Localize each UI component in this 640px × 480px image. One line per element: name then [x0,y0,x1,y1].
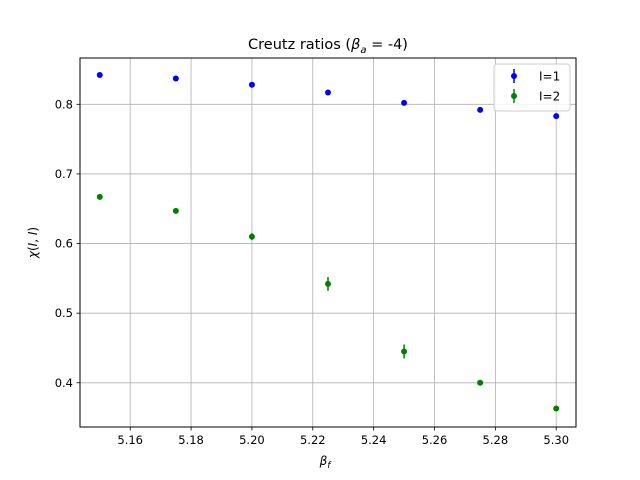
y-tick-label: 0.6 [55,237,73,251]
data-point-series-1 [172,75,179,82]
legend-label-series-2: I=2 [539,90,560,104]
data-point-series-1 [96,72,103,79]
x-tick-label: 5.26 [422,433,448,447]
x-tick-label: 5.20 [239,433,265,447]
y-tick-label: 0.7 [55,167,73,181]
chart-title: Creutz ratios (βa = -4) [248,37,408,56]
data-point-series-1 [477,106,484,113]
y-axis-label: χ(I, I) [26,227,40,259]
legend-marker-series-1 [511,73,517,79]
data-point-series-2 [553,405,560,412]
x-tick-label: 5.22 [300,433,326,447]
x-axis-label: βf [319,454,333,471]
data-point-series-2 [172,207,179,214]
data-point-series-1 [325,89,331,96]
data-point-series-2 [477,379,484,386]
legend: I=1I=2 [493,63,571,112]
data-point-series-2 [401,348,408,355]
data-point-series-1 [248,81,255,88]
data-point-series-2 [248,233,255,240]
axis-ticks: 5.16 5.18 5.20 5.22 5.24 5.26 5.28 5.30 0.4 0.5 0.… [55,97,569,447]
y-tick-label: 0.4 [55,376,73,390]
x-tick-label: 5.30 [543,433,569,447]
x-tick-label: 5.24 [361,433,387,447]
data-point-series-1 [553,113,560,120]
legend-label-series-1: I=1 [539,70,560,84]
plot-frame [79,57,577,428]
x-tick-label: 5.28 [483,433,509,447]
y-tick-label: 0.8 [55,97,73,111]
y-tick-label: 0.5 [55,306,73,320]
data-point-series-2 [325,280,331,287]
data-points [96,72,560,412]
legend-marker-series-2 [511,93,517,99]
x-tick-label: 5.18 [178,433,204,447]
data-point-series-2 [96,193,103,200]
x-tick-label: 5.16 [117,433,143,447]
grid [80,58,576,427]
data-point-series-1 [401,99,408,106]
